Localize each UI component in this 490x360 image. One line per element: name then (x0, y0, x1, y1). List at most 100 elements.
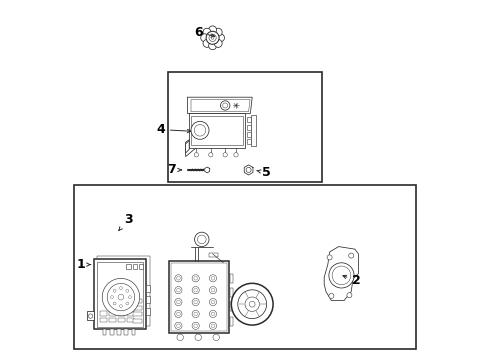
Circle shape (203, 40, 211, 48)
Text: 6: 6 (194, 26, 215, 39)
Bar (209, 253, 218, 257)
Polygon shape (186, 140, 189, 153)
Bar (247, 125, 251, 130)
Bar (118, 318, 125, 322)
Circle shape (194, 153, 198, 157)
Circle shape (214, 40, 222, 48)
Bar (124, 329, 128, 335)
Text: 2: 2 (343, 274, 361, 287)
Circle shape (194, 125, 206, 136)
Text: 5: 5 (257, 166, 271, 179)
Circle shape (209, 42, 217, 50)
Circle shape (192, 310, 199, 318)
Circle shape (211, 300, 215, 304)
Circle shape (118, 294, 124, 300)
Bar (133, 319, 143, 323)
Circle shape (175, 287, 182, 294)
Bar (109, 318, 116, 322)
Bar (103, 329, 106, 335)
Polygon shape (324, 247, 358, 301)
Circle shape (220, 101, 230, 110)
Bar (97, 262, 143, 327)
Circle shape (120, 287, 122, 289)
Polygon shape (191, 100, 250, 112)
Circle shape (194, 276, 197, 280)
Bar (110, 329, 114, 335)
Circle shape (209, 153, 213, 157)
Circle shape (176, 276, 180, 280)
Circle shape (128, 296, 131, 298)
Circle shape (209, 322, 217, 329)
Bar (133, 264, 137, 269)
Bar (168, 72, 322, 182)
Circle shape (213, 334, 220, 341)
Circle shape (126, 302, 129, 305)
Bar (147, 285, 150, 292)
Circle shape (329, 263, 354, 288)
Bar (139, 264, 144, 269)
Bar (127, 318, 134, 322)
Circle shape (113, 289, 116, 292)
Bar (117, 329, 121, 335)
Bar (229, 288, 233, 297)
Circle shape (211, 312, 215, 316)
Circle shape (175, 275, 182, 282)
Circle shape (209, 34, 216, 41)
Circle shape (329, 293, 334, 298)
Circle shape (176, 300, 180, 304)
Polygon shape (205, 167, 210, 173)
Text: 7: 7 (167, 163, 181, 176)
Text: 4: 4 (156, 123, 191, 136)
Circle shape (209, 310, 217, 318)
Circle shape (211, 36, 214, 39)
Circle shape (231, 283, 273, 325)
Circle shape (194, 324, 197, 328)
Bar (132, 329, 135, 335)
Circle shape (194, 300, 197, 304)
Bar (74, 185, 416, 349)
Polygon shape (87, 311, 94, 320)
Text: 3: 3 (119, 213, 132, 230)
Circle shape (203, 28, 211, 36)
Bar (94, 259, 146, 329)
Circle shape (175, 310, 182, 318)
Bar (192, 116, 243, 145)
Circle shape (192, 322, 199, 329)
Bar (247, 117, 251, 122)
Circle shape (223, 153, 227, 157)
Circle shape (176, 312, 180, 316)
Circle shape (195, 334, 201, 341)
Bar (229, 317, 233, 326)
Bar (133, 312, 143, 316)
Polygon shape (186, 135, 196, 157)
Circle shape (177, 334, 183, 341)
Circle shape (201, 34, 209, 42)
Circle shape (209, 287, 217, 294)
Polygon shape (244, 165, 253, 175)
Circle shape (194, 288, 197, 292)
Circle shape (349, 253, 354, 258)
Circle shape (246, 167, 251, 172)
Circle shape (206, 31, 219, 44)
Circle shape (195, 232, 209, 247)
Circle shape (332, 266, 351, 285)
Circle shape (238, 290, 267, 319)
Circle shape (175, 298, 182, 306)
Polygon shape (187, 97, 252, 113)
Circle shape (211, 288, 215, 292)
Circle shape (176, 288, 180, 292)
Bar (171, 263, 227, 331)
Circle shape (347, 293, 352, 298)
Circle shape (222, 103, 228, 108)
Bar (247, 139, 251, 144)
Bar (118, 311, 125, 316)
Circle shape (209, 275, 217, 282)
Circle shape (176, 324, 180, 328)
Circle shape (194, 312, 197, 316)
Bar (100, 311, 107, 316)
Circle shape (175, 322, 182, 329)
Circle shape (217, 34, 224, 42)
Circle shape (126, 289, 129, 292)
Circle shape (234, 153, 238, 157)
Bar (229, 274, 233, 283)
